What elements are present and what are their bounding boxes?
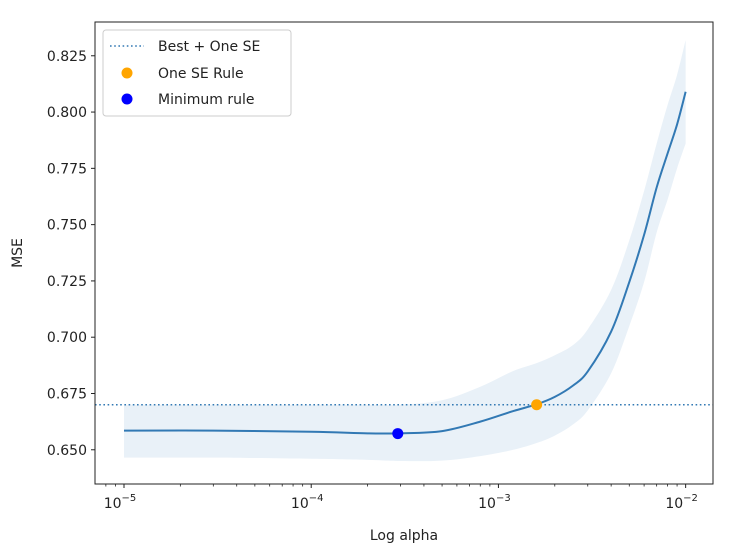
y-axis-label: MSE xyxy=(10,238,26,268)
x-tick-label-1: 10−4 xyxy=(291,493,324,512)
x-tick-label-exponent-2: −3 xyxy=(496,493,511,504)
legend-label-minimum-rule: Minimum rule xyxy=(158,92,254,108)
y-tick-label-3: 0.725 xyxy=(47,274,87,290)
legend-swatch-minimum-rule xyxy=(121,93,133,105)
plot-frame xyxy=(94,21,714,485)
confidence-band-0 xyxy=(124,40,686,462)
x-tick-label-exponent-3: −2 xyxy=(683,493,698,504)
y-tick-label-7: 0.825 xyxy=(47,49,87,65)
y-tick-label-2: 0.700 xyxy=(47,330,87,346)
y-tick-label-4: 0.750 xyxy=(47,218,87,234)
legend-label-one-se-rule: One SE Rule xyxy=(158,66,244,82)
x-axis-label: Log alpha xyxy=(370,528,438,544)
x-tick-label-2: 10−3 xyxy=(478,493,511,512)
y-tick-label-5: 0.775 xyxy=(47,161,87,177)
y-tick-label-1: 0.675 xyxy=(47,386,87,402)
y-tick-label-0: 0.650 xyxy=(47,443,87,459)
x-tick-label-exponent-0: −5 xyxy=(122,493,137,504)
mse-line-0 xyxy=(123,91,687,435)
legend: Best + One SE One SE Rule Minimum rule xyxy=(102,29,292,117)
minimum-rule-point xyxy=(392,428,404,440)
x-tick-label-exponent-1: −4 xyxy=(309,493,324,504)
legend-swatch-one-se-rule xyxy=(121,67,133,79)
y-tick-label-6: 0.800 xyxy=(47,105,87,121)
legend-label-best-one-se: Best + One SE xyxy=(158,39,260,55)
legend-box xyxy=(102,29,292,117)
one-se-rule-point xyxy=(531,399,543,411)
x-tick-label-0: 10−5 xyxy=(104,493,137,512)
plot-layer xyxy=(95,40,713,462)
x-tick-label-3: 10−2 xyxy=(665,493,698,512)
